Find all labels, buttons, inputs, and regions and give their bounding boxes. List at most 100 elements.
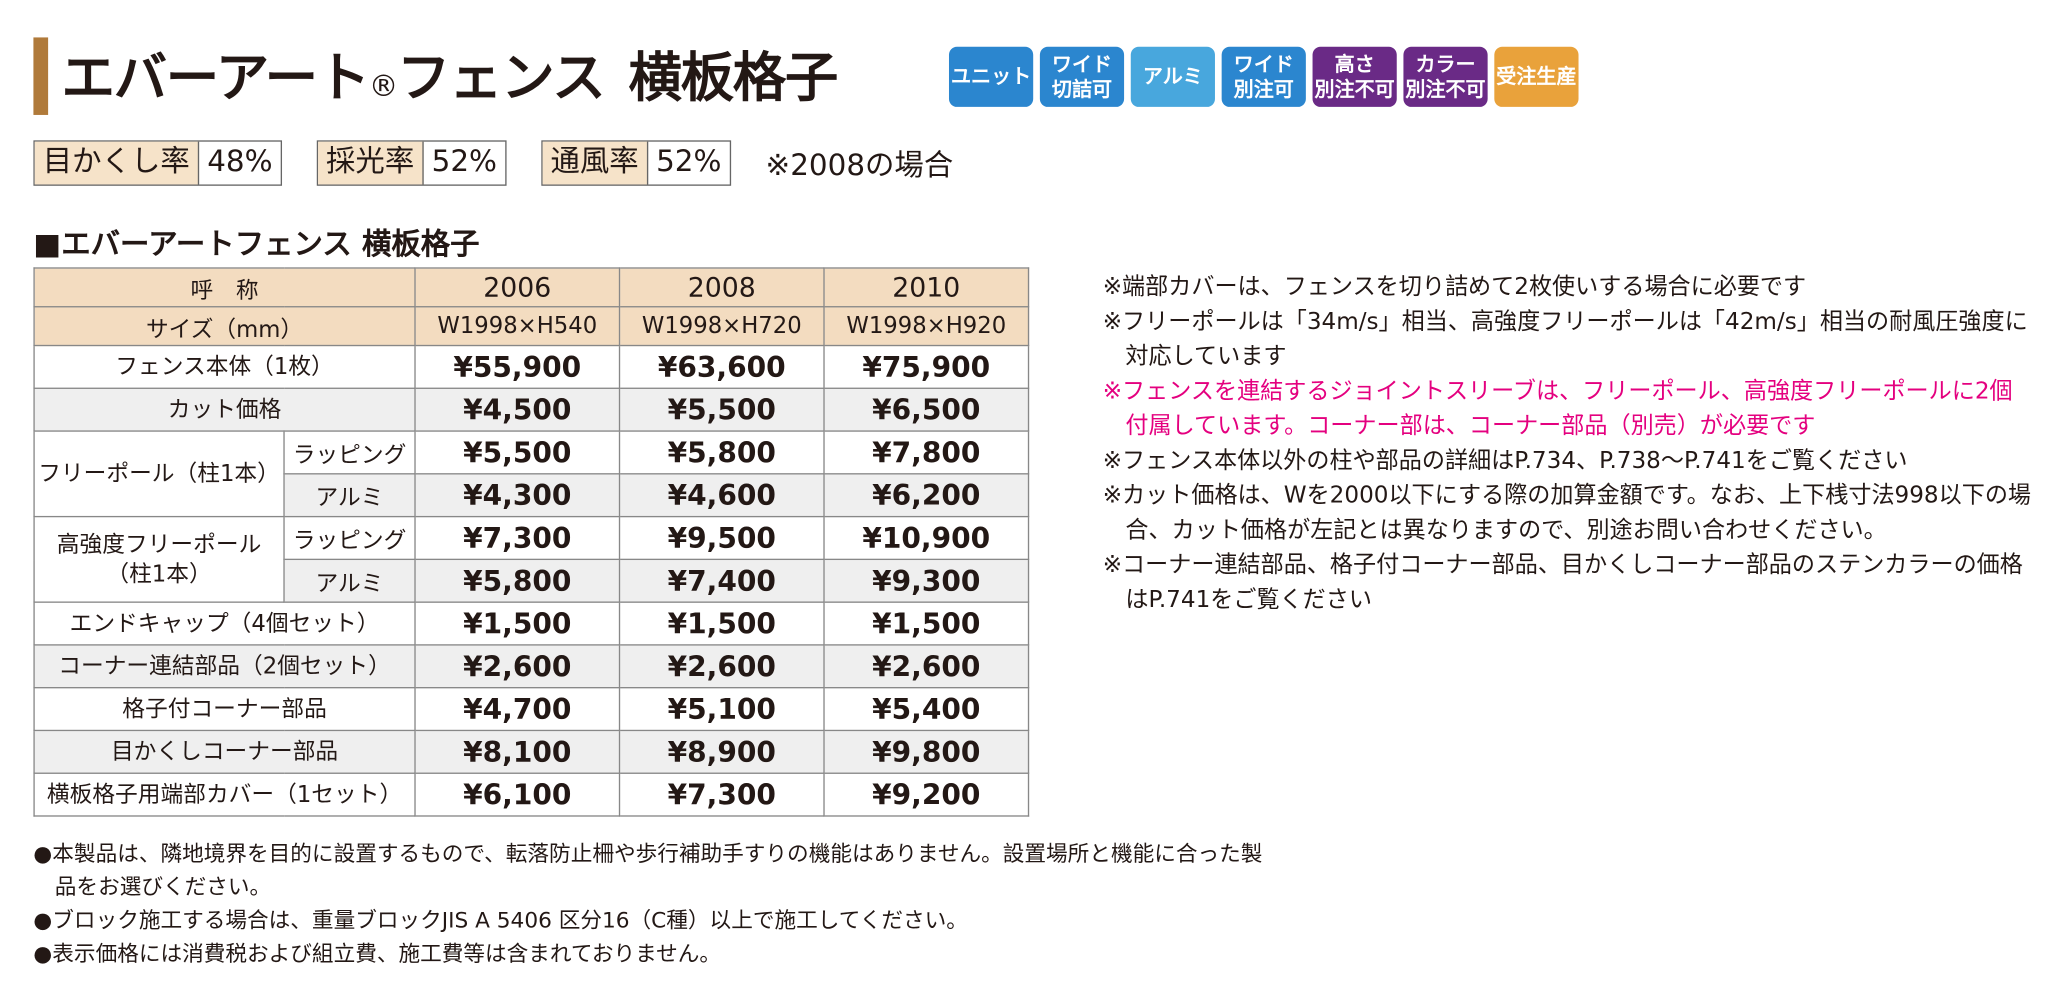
price: ¥7,300 <box>618 772 825 817</box>
ratios: 目かくし率 48% 採光率 52% 通風率 52% ※2008の場合 <box>33 140 954 186</box>
header-cell: 2008 <box>618 267 825 308</box>
side-note: ※端部カバーは、フェンスを切り詰めて2枚使いする場合に必要です <box>1102 274 1807 301</box>
item-name-line: 格子付コーナー部品 <box>122 695 327 723</box>
price: ¥9,300 <box>823 558 1030 603</box>
item-name: カット価格 <box>33 387 416 432</box>
bottom-notes: ●本製品は、隣地境界を目的に設置するもので、転落防止柵や歩行補助手すりの機能はあ… <box>33 837 1276 971</box>
header-cell: 2006 <box>414 267 621 308</box>
header-cell: W1998×H920 <box>823 306 1030 347</box>
row: コーナー連結部品（2個セット） ¥2,600 ¥2,600 ¥2,600 <box>33 644 1030 689</box>
bottom-note: ●本製品は、隣地境界を目的に設置するもので、転落防止柵や歩行補助手すりの機能はあ… <box>33 840 1263 900</box>
item-name: コーナー連結部品（2個セット） <box>33 644 416 689</box>
side-note: ※コーナー連結部品、格子付コーナー部品、目かくしコーナー部品のステンカラーの価格… <box>1102 552 2023 614</box>
price: ¥9,500 <box>618 515 825 561</box>
title-bar <box>33 37 49 115</box>
price: ¥6,100 <box>414 772 621 817</box>
price: ¥8,900 <box>618 729 825 774</box>
sub-name: ラッピング <box>283 430 416 475</box>
row: エンドキャップ（4個セット） ¥1,500 ¥1,500 ¥1,500 <box>33 601 1030 646</box>
price: ¥9,200 <box>823 772 1030 817</box>
badge-line: 高さ <box>1334 51 1375 76</box>
item-name-line: フェンス本体（1枚） <box>115 353 334 381</box>
item-name: 目かくしコーナー部品 <box>33 729 416 774</box>
row: アルミ ¥4,300 ¥4,600 ¥6,200 <box>34 473 1030 518</box>
ratio: 採光率 52% <box>316 140 507 186</box>
row: フェンス本体（1枚） ¥55,900 ¥63,600 ¥75,900 <box>33 344 1030 389</box>
header-row: 呼 称 2006 2008 2010 <box>33 267 1030 308</box>
price: ¥7,300 <box>414 515 621 561</box>
price: ¥1,500 <box>618 601 825 646</box>
header-row: サイズ（mm） W1998×H540 W1998×H720 W1998×H920 <box>33 306 1030 347</box>
item-name-line: コーナー連結部品（2個セット） <box>58 652 391 680</box>
price: ¥4,600 <box>618 473 825 518</box>
badge: 受注生産 <box>1494 46 1579 107</box>
ratio-note: ※2008の場合 <box>765 149 954 184</box>
badge: ユニット <box>948 46 1034 107</box>
title-main: エバーアート <box>61 48 370 110</box>
price: ¥5,800 <box>618 430 825 475</box>
price: ¥7,800 <box>823 430 1030 475</box>
side-notes: ※端部カバーは、フェンスを切り詰めて2枚使いする場合に必要です ※フリーポールは「… <box>1103 270 2032 618</box>
badge-line: 別注可 <box>1233 76 1294 101</box>
price: ¥63,600 <box>618 344 825 389</box>
badge: アルミ <box>1130 46 1215 107</box>
price: ¥4,700 <box>414 687 621 732</box>
price-table: 呼 称 2006 2008 2010 サイズ（mm） W1998×H540 W1998×H7… <box>33 267 1030 817</box>
badge: ワイド 切詰可 <box>1039 46 1125 107</box>
price: ¥8,100 <box>414 729 621 774</box>
badge-line: アルミ <box>1142 64 1203 89</box>
item-name-line: エンドキャップ（4個セット） <box>69 610 380 637</box>
header-cell: W1998×H540 <box>414 306 621 347</box>
price: ¥9,800 <box>823 729 1030 774</box>
sub-name: アルミ <box>283 473 416 518</box>
badge-line: ユニット <box>950 64 1032 89</box>
title-sub: 横板格子 <box>628 48 838 110</box>
price: ¥5,100 <box>618 687 825 732</box>
sub-name: アルミ <box>283 558 416 603</box>
price: ¥2,600 <box>618 644 825 689</box>
ratio: 通風率 52% <box>541 140 731 186</box>
badges: ユニット ワイド 切詰可 アルミ ワイド 別注可 高さ 別注不可 カラー 別注不可 受注生産 <box>948 46 1579 107</box>
table-title: ■エバーアートフェンス 横板格子 <box>33 228 480 262</box>
title-rest: フェンス <box>396 48 606 110</box>
badge: 高さ 別注不可 <box>1312 46 1397 107</box>
price: ¥4,300 <box>414 473 621 518</box>
item-name-line: 目かくしコーナー部品 <box>110 738 339 766</box>
badge-line: 別注不可 <box>1405 76 1486 101</box>
sub-name: ラッピング <box>283 515 416 561</box>
bottom-note: ●表示価格には消費税および組立費、施工費等は含まれておりません。 <box>33 940 722 967</box>
row: 目かくしコーナー部品 ¥8,100 ¥8,900 ¥9,800 <box>33 729 1030 774</box>
item-name: フリーポール（柱1本） <box>33 430 285 518</box>
ratio-value: 48% <box>207 145 273 180</box>
row: カット価格 ¥4,500 ¥5,500 ¥6,500 <box>33 387 1030 432</box>
price: ¥5,500 <box>414 430 621 475</box>
side-note: ※フリーポールは「34m/s」相当、高強度フリーポールは「42m/s」相当の耐風… <box>1102 308 2028 371</box>
badge-line: カラー <box>1415 51 1476 76</box>
price: ¥5,800 <box>414 558 621 603</box>
header-cell: 2010 <box>823 267 1030 308</box>
side-note: ※カット価格は、Wを2000以下にする際の加算金額です。なお、上下桟寸法998以… <box>1102 482 2032 544</box>
ratio-value: 52% <box>656 145 722 180</box>
item-name: エンドキャップ（4個セット） <box>33 601 416 646</box>
row: アルミ ¥5,800 ¥7,400 ¥9,300 <box>34 558 1030 603</box>
row: 横板格子用端部カバー（1セット） ¥6,100 ¥7,300 ¥9,200 <box>33 772 1030 817</box>
price: ¥2,600 <box>414 644 621 689</box>
item-name-line: カット価格 <box>167 396 282 424</box>
item-name-line: （柱1本） <box>106 560 212 588</box>
price: ¥4,500 <box>414 387 621 432</box>
side-note: ※フェンスを連結するジョイントスリーブは、フリーポール、高強度フリーポールに2個… <box>1102 378 2013 440</box>
title: エバーアート®フェンス 横板格子 <box>61 35 838 113</box>
bottom-note: ●ブロック施工する場合は、重量ブロックJIS A 5406 区分16（C種）以上… <box>33 907 968 933</box>
badge-line: 切詰可 <box>1051 76 1113 101</box>
price: ¥75,900 <box>823 344 1030 389</box>
badge-line: 別注不可 <box>1314 76 1395 101</box>
badge: ワイド 別注可 <box>1221 46 1306 107</box>
header-cell: W1998×H720 <box>618 306 825 347</box>
row: 高強度フリーポール （柱1本） ラッピング ¥7,300 ¥9,500 ¥10,900 <box>33 515 1030 603</box>
row: フリーポール（柱1本） ラッピング ¥5,500 ¥5,800 ¥7,800 <box>33 430 1030 518</box>
ratio: 目かくし率 48% <box>33 140 282 186</box>
item-name: 高強度フリーポール （柱1本） <box>33 515 285 603</box>
price: ¥6,200 <box>823 473 1030 518</box>
